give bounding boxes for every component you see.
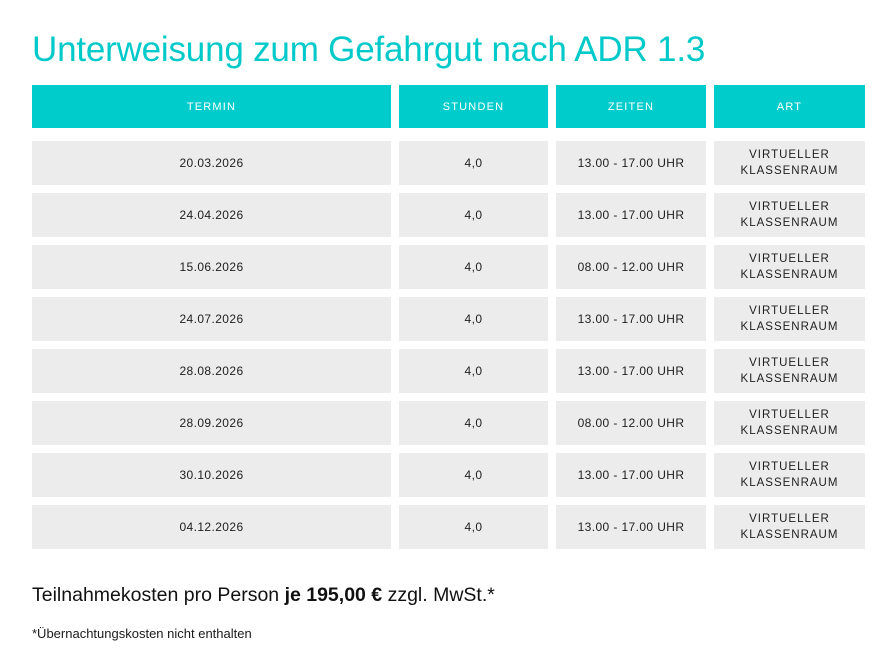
cost-price: je 195,00 € [284,584,383,606]
stunden-cell: 4,0 [399,141,548,185]
zeiten-cell: 13.00 - 17.00 UHR [556,193,706,237]
zeiten-cell: 08.00 - 12.00 UHR [556,401,706,445]
art-line-2: KLASSENRAUM [740,477,839,489]
art-line-2: KLASSENRAUM [740,269,839,281]
art-line-1: VIRTUELLER [749,461,830,473]
stunden-cell: 4,0 [399,401,548,445]
art-cell: VIRTUELLER KLASSENRAUM [714,245,865,289]
art-line-1: VIRTUELLER [749,201,830,213]
cost-prefix: Teilnahmekosten pro Person [32,584,285,606]
termin-cell: 24.07.2026 [32,297,391,341]
art-line-1: VIRTUELLER [749,305,830,317]
art-line-2: KLASSENRAUM [740,529,839,541]
art-line-2: KLASSENRAUM [740,425,839,437]
art-cell: VIRTUELLER KLASSENRAUM [714,141,865,185]
stunden-cell: 4,0 [399,245,548,289]
table-row: 28.08.2026 4,0 13.00 - 17.00 UHR VIRTUEL… [32,349,865,393]
zeiten-cell: 13.00 - 17.00 UHR [556,453,706,497]
table-row: 20.03.2026 4,0 13.00 - 17.00 UHR VIRTUEL… [32,141,865,185]
termin-cell: 04.12.2026 [32,505,391,549]
art-line-1: VIRTUELLER [749,513,830,525]
zeiten-cell: 08.00 - 12.00 UHR [556,245,706,289]
participation-cost: Teilnahmekosten pro Person je 195,00 € z… [32,584,495,607]
table-row: 15.06.2026 4,0 08.00 - 12.00 UHR VIRTUEL… [32,245,865,289]
art-line-1: VIRTUELLER [749,357,830,369]
termin-cell: 24.04.2026 [32,193,391,237]
page-title: Unterweisung zum Gefahrgut nach ADR 1.3 [32,30,706,69]
termin-cell: 15.06.2026 [32,245,391,289]
art-line-2: KLASSENRAUM [740,321,839,333]
art-cell: VIRTUELLER KLASSENRAUM [714,505,865,549]
zeiten-cell: 13.00 - 17.00 UHR [556,141,706,185]
stunden-cell: 4,0 [399,505,548,549]
column-header-art: ART [714,85,865,128]
termin-cell: 28.09.2026 [32,401,391,445]
table-row: 04.12.2026 4,0 13.00 - 17.00 UHR VIRTUEL… [32,505,865,549]
table-row: 24.07.2026 4,0 13.00 - 17.00 UHR VIRTUEL… [32,297,865,341]
schedule-table: TERMIN STUNDEN ZEITEN ART 20.03.2026 4,0… [32,85,865,557]
table-header-row: TERMIN STUNDEN ZEITEN ART [32,85,865,128]
art-cell: VIRTUELLER KLASSENRAUM [714,453,865,497]
art-line-2: KLASSENRAUM [740,217,839,229]
art-line-2: KLASSENRAUM [740,165,839,177]
art-cell: VIRTUELLER KLASSENRAUM [714,193,865,237]
zeiten-cell: 13.00 - 17.00 UHR [556,505,706,549]
stunden-cell: 4,0 [399,349,548,393]
table-row: 30.10.2026 4,0 13.00 - 17.00 UHR VIRTUEL… [32,453,865,497]
table-row: 24.04.2026 4,0 13.00 - 17.00 UHR VIRTUEL… [32,193,865,237]
art-line-1: VIRTUELLER [749,409,830,421]
cost-suffix: zzgl. MwSt.* [382,584,495,606]
art-line-1: VIRTUELLER [749,149,830,161]
stunden-cell: 4,0 [399,453,548,497]
zeiten-cell: 13.00 - 17.00 UHR [556,297,706,341]
stunden-cell: 4,0 [399,193,548,237]
zeiten-cell: 13.00 - 17.00 UHR [556,349,706,393]
column-header-zeiten: ZEITEN [556,85,706,128]
footnote: *Übernachtungskosten nicht enthalten [32,626,252,641]
art-line-1: VIRTUELLER [749,253,830,265]
column-header-termin: TERMIN [32,85,391,128]
art-line-2: KLASSENRAUM [740,373,839,385]
art-cell: VIRTUELLER KLASSENRAUM [714,401,865,445]
termin-cell: 20.03.2026 [32,141,391,185]
table-row: 28.09.2026 4,0 08.00 - 12.00 UHR VIRTUEL… [32,401,865,445]
termin-cell: 30.10.2026 [32,453,391,497]
termin-cell: 28.08.2026 [32,349,391,393]
art-cell: VIRTUELLER KLASSENRAUM [714,349,865,393]
stunden-cell: 4,0 [399,297,548,341]
column-header-stunden: STUNDEN [399,85,548,128]
art-cell: VIRTUELLER KLASSENRAUM [714,297,865,341]
